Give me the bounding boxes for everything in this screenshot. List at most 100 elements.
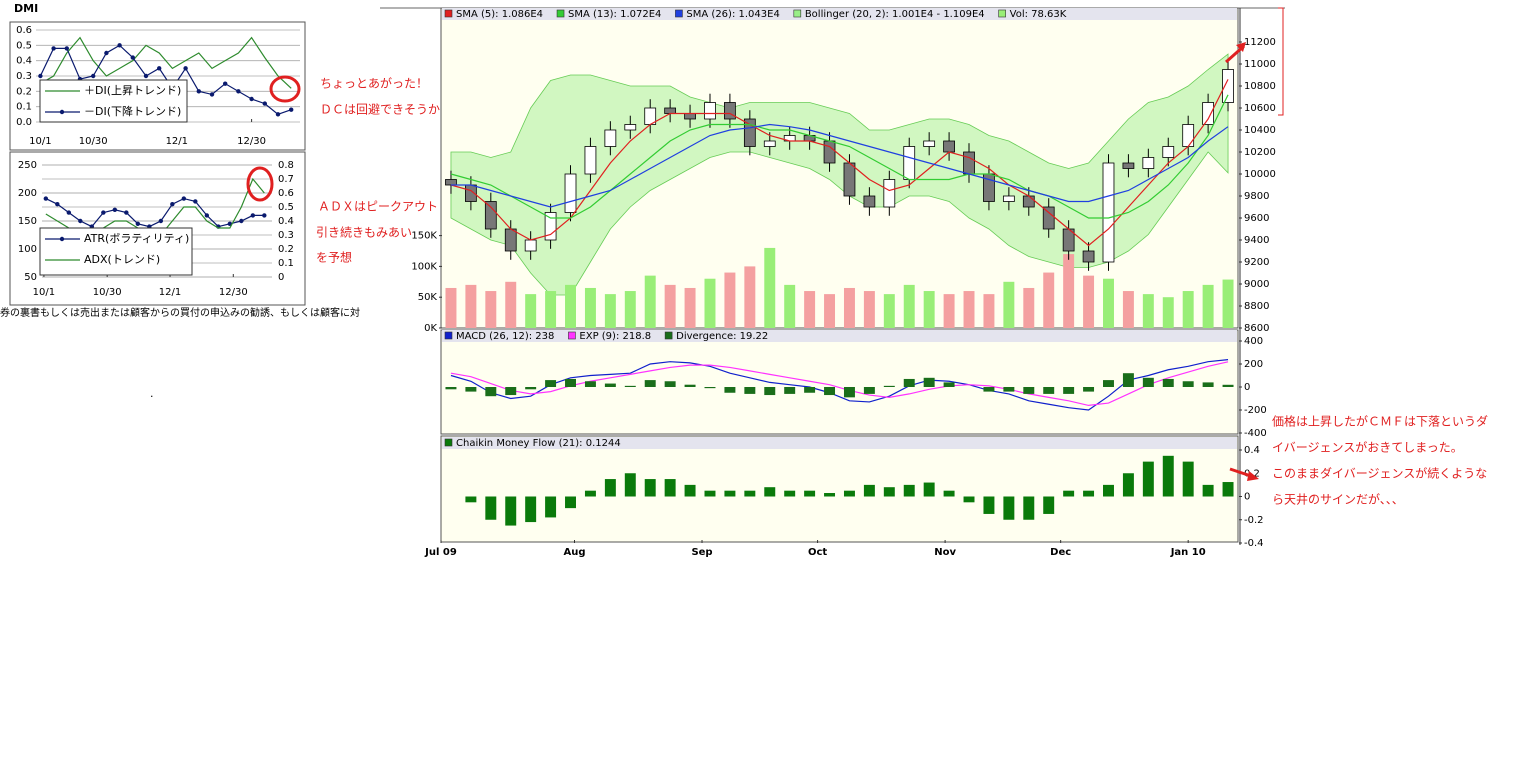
point: [66, 210, 72, 215]
legend-label: －DI(下降トレンド): [84, 104, 181, 118]
bar: [525, 496, 537, 523]
bar: [644, 275, 656, 328]
bar: [684, 287, 696, 328]
bar: [704, 278, 716, 328]
bar: [1023, 387, 1035, 394]
candle-body: [743, 118, 756, 147]
bar: [724, 387, 736, 393]
bar: [903, 484, 915, 497]
y-tick-label: 10000: [1244, 169, 1276, 180]
x-tick-label: Oct: [808, 547, 827, 558]
legend-label: SMA (5): 1.086E4: [456, 9, 543, 20]
bar: [1063, 387, 1075, 394]
annotation: ＤＣは回避できそうか: [320, 103, 440, 117]
bar: [923, 482, 935, 497]
bar: [525, 294, 537, 328]
candle-body: [504, 228, 517, 252]
point: [196, 89, 201, 94]
y-tick-label: 10600: [1244, 103, 1276, 114]
bar: [1162, 455, 1174, 497]
candle-body: [664, 107, 677, 114]
y-tick-label: 11200: [1244, 37, 1276, 48]
bar: [863, 387, 875, 394]
annotation: 価格は上昇したがＣＭＦは下落というダ: [1272, 414, 1488, 429]
annotation: 引き続きもみあい: [316, 226, 412, 240]
candle-body: [1022, 195, 1035, 208]
highlight: [1247, 471, 1259, 481]
series-line: [40, 36, 292, 89]
point: [91, 73, 96, 79]
bar: [584, 287, 596, 328]
series-line: [450, 94, 1229, 219]
y-tick-label: 0.6: [278, 188, 294, 199]
series-line: [450, 123, 1229, 208]
bar: [843, 287, 855, 328]
candle-body: [1142, 157, 1155, 169]
legend-label: Vol: 78.63K: [1010, 9, 1067, 20]
y-tick-label: 0: [1244, 492, 1250, 503]
candle-body: [823, 140, 836, 164]
y-tick-label: 0.3: [16, 71, 32, 82]
bar: [684, 484, 696, 497]
bar: [943, 382, 955, 387]
y-tick-label: 0.6: [16, 25, 32, 36]
y-tick-label: 0: [278, 272, 284, 283]
bar: [545, 291, 557, 328]
bar: [1142, 294, 1154, 328]
bar: [744, 387, 756, 394]
y-tick-label: 9800: [1244, 191, 1269, 202]
legend-swatch: [998, 9, 1006, 18]
candle-body: [704, 102, 716, 120]
bar: [704, 387, 716, 389]
bar: [1122, 473, 1134, 497]
bar: [784, 490, 796, 497]
bar: [505, 387, 517, 396]
bar: [584, 381, 596, 387]
bar: [943, 490, 955, 497]
y-tick-label: 0K: [424, 323, 437, 334]
legend-label: Divergence: 19.22: [676, 331, 768, 342]
candle-body: [564, 173, 577, 213]
legend-label: ADX(トレンド): [84, 253, 160, 266]
y-tick-label: -200: [1244, 405, 1267, 416]
point: [289, 107, 294, 112]
y-tick-label: 0.4: [278, 216, 294, 227]
bar: [1202, 284, 1214, 328]
bar: [1083, 490, 1095, 497]
bar: [883, 487, 895, 497]
legend-label: Chaikin Money Flow (21): 0.1244: [456, 438, 621, 449]
bar: [1182, 461, 1194, 497]
y-tick-label: 400: [1244, 336, 1263, 347]
legend-strip: [442, 8, 1237, 20]
bar: [764, 247, 776, 328]
bar: [604, 479, 616, 497]
bar: [724, 490, 736, 497]
legend-label: Bollinger (20, 2): 1.001E4 - 1.109E4: [805, 9, 985, 20]
bar: [764, 387, 776, 396]
point: [275, 112, 281, 117]
bar: [903, 284, 915, 328]
y-tick-label: 8800: [1244, 301, 1269, 312]
y-tick-label: 0.2: [16, 86, 32, 97]
bar: [604, 294, 616, 328]
x-tick-label: 12/1: [159, 287, 181, 298]
x-tick-label: 12/30: [237, 136, 266, 147]
bar: [465, 284, 477, 328]
x-tick-label: 10/30: [93, 287, 122, 298]
annotation: このままダイバージェンスが続くような: [1272, 466, 1487, 481]
bar: [545, 496, 557, 518]
y-tick-label: 50K: [418, 292, 438, 303]
footer-text: 券の裏書もしくは売出または顧客からの買付の申込みの勧誘、もしくは顧客に対: [0, 306, 360, 319]
legend-label: SMA (26): 1.043E4: [686, 9, 779, 20]
y-tick-label: 0.7: [278, 174, 294, 185]
legend-strip: [442, 437, 1237, 449]
y-tick-label: 0.0: [16, 117, 32, 128]
point: [38, 73, 43, 79]
bar: [584, 490, 596, 497]
legend-swatch: [444, 331, 453, 340]
x-tick-label: 10/30: [79, 136, 108, 147]
candle-body: [1082, 250, 1095, 263]
candle-body: [604, 129, 617, 147]
y-tick-label: 0.2: [278, 244, 294, 255]
bar: [1083, 275, 1095, 328]
